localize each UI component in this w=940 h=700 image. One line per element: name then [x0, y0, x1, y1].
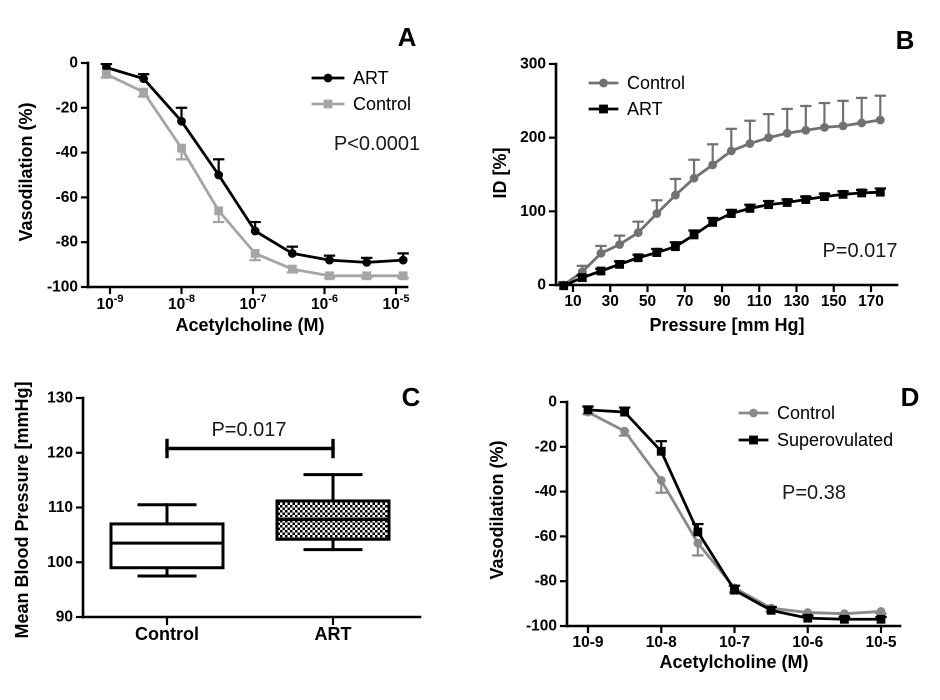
svg-text:Acetylcholine (M): Acetylcholine (M)	[175, 315, 324, 335]
pvalue-panel-c: P=0.017	[211, 419, 287, 441]
svg-text:-60: -60	[56, 189, 78, 206]
svg-text:-100: -100	[526, 618, 557, 635]
svg-text:Vasodilation (%): Vasodilation (%)	[16, 102, 36, 241]
svg-text:110: 110	[747, 293, 772, 310]
pvalue-panel-a: P<0.0001	[333, 133, 421, 155]
series-art	[557, 187, 887, 291]
box-control	[109, 503, 225, 578]
svg-text:10-6: 10-6	[792, 634, 823, 651]
svg-text:Pressure [mm Hg]: Pressure [mm Hg]	[649, 315, 804, 335]
svg-text:130: 130	[784, 293, 810, 310]
svg-text:0: 0	[69, 55, 78, 72]
svg-text:10: 10	[564, 293, 581, 310]
svg-text:100: 100	[520, 203, 546, 220]
svg-text:110: 110	[48, 499, 73, 516]
pvalue-panel-b: P=0.017	[822, 240, 898, 262]
svg-text:90: 90	[56, 609, 73, 626]
pvalue-panel-d: P=0.38	[782, 482, 846, 504]
svg-text:-40: -40	[535, 483, 557, 500]
svg-text:10-5: 10-5	[382, 293, 409, 313]
svg-text:-80: -80	[535, 573, 557, 590]
svg-text:100: 100	[47, 554, 73, 571]
series-superovulated	[582, 405, 887, 624]
svg-text:120: 120	[47, 444, 73, 461]
significance-bracket	[165, 438, 335, 459]
svg-text:Control: Control	[135, 624, 199, 644]
svg-text:170: 170	[858, 293, 884, 310]
svg-text:50: 50	[639, 293, 656, 310]
svg-text:0: 0	[537, 277, 546, 294]
panel-a: 0 -20 -40 -60 -80 -100 10-9 10-8 10-7 10-6 10-5 Vas…	[16, 55, 411, 336]
category-axis: Control ART	[135, 615, 352, 644]
svg-text:70: 70	[676, 293, 693, 310]
svg-text:300: 300	[520, 56, 546, 73]
panel-c: 130 120 110 100 90 Mean Blood Pressure [mmHg]…	[12, 381, 422, 644]
axes: 0 -20 -40 -60 -80 -100 10-9 10-8 10-7 10-6 10-5 Vas…	[487, 394, 902, 672]
axes: 130 120 110 100 90 Mean Blood Pressure [mmHg]	[12, 381, 422, 639]
svg-text:Control: Control	[353, 94, 411, 114]
axes: 0 -20 -40 -60 -80 -100 10-9 10-8 10-7 10-6 10-5 Vas…	[16, 55, 410, 336]
svg-text:Acetylcholine (M): Acetylcholine (M)	[659, 652, 808, 672]
axes: 0 100 200 300 10 30 50 70 90 110 130 150 170 ID [%] Pr…	[490, 56, 899, 335]
svg-text:10-7: 10-7	[719, 634, 750, 651]
svg-text:150: 150	[821, 293, 847, 310]
svg-text:ID [%]: ID [%]	[490, 148, 510, 199]
panel-d: 0 -20 -40 -60 -80 -100 10-9 10-8 10-7 10-6 10-5 Vas…	[487, 394, 902, 672]
svg-text:10-9: 10-9	[96, 293, 123, 313]
series-control	[557, 94, 887, 290]
svg-text:-20: -20	[535, 438, 557, 455]
svg-text:10-6: 10-6	[311, 293, 338, 313]
legend: ART Control	[311, 68, 411, 114]
svg-text:200: 200	[520, 129, 546, 146]
panel-label-c: C	[401, 382, 421, 412]
svg-text:ART: ART	[627, 99, 663, 119]
svg-text:-20: -20	[56, 99, 78, 116]
series-control	[100, 69, 409, 281]
svg-text:-40: -40	[56, 144, 78, 161]
svg-text:ART: ART	[353, 68, 389, 88]
svg-text:-80: -80	[56, 234, 78, 251]
svg-text:Control: Control	[777, 403, 835, 423]
svg-text:10-5: 10-5	[865, 634, 896, 651]
svg-text:Mean Blood Pressure [mmHg]: Mean Blood Pressure [mmHg]	[12, 381, 32, 638]
svg-text:-100: -100	[47, 279, 78, 296]
svg-text:10-8: 10-8	[168, 293, 195, 313]
legend: Control ART	[588, 73, 685, 119]
legend: Control Superovulated	[738, 403, 893, 450]
box-art	[275, 473, 391, 552]
svg-text:Superovulated: Superovulated	[777, 430, 893, 450]
svg-text:ART: ART	[315, 624, 352, 644]
svg-text:10-7: 10-7	[239, 293, 266, 313]
svg-text:130: 130	[47, 390, 73, 407]
panel-b: 0 100 200 300 10 30 50 70 90 110 130 150 170 ID [%] Pr…	[490, 56, 899, 335]
svg-text:-60: -60	[535, 528, 557, 545]
panel-label-d: D	[900, 382, 920, 412]
svg-text:Vasodilation (%): Vasodilation (%)	[487, 440, 507, 579]
svg-text:Control: Control	[627, 73, 685, 93]
svg-text:10-8: 10-8	[646, 634, 677, 651]
svg-text:90: 90	[713, 293, 730, 310]
series-art	[100, 63, 409, 267]
svg-text:30: 30	[602, 293, 619, 310]
panel-label-a: A	[397, 22, 417, 52]
svg-text:0: 0	[548, 394, 557, 411]
svg-text:10-9: 10-9	[572, 634, 603, 651]
panel-label-b: B	[895, 25, 915, 55]
